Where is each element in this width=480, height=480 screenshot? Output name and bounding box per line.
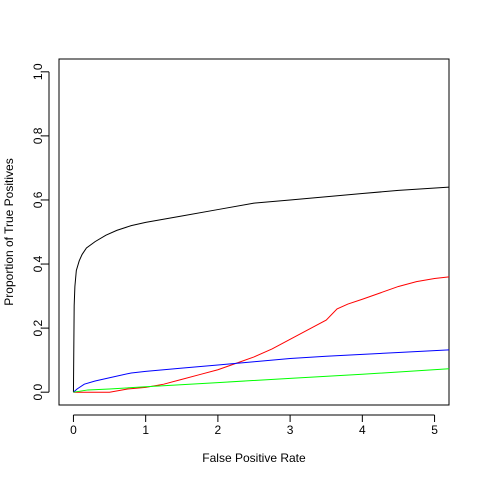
series-line-2 (73, 276, 450, 393)
x-tick-label: 2 (215, 423, 222, 437)
y-axis-label: Proportion of True Positives (2, 158, 16, 305)
y-tick-label: 0.6 (31, 191, 45, 208)
series-line-3 (73, 349, 450, 393)
x-tick-label: 1 (142, 423, 149, 437)
x-axis-label: False Positive Rate (202, 451, 306, 465)
x-tick-label: 4 (359, 423, 366, 437)
x-tick-label: 3 (287, 423, 294, 437)
y-tick-label: 0.2 (31, 319, 45, 336)
x-axis: 0 1 2 3 4 5 (70, 414, 438, 437)
y-tick-label: 0.4 (31, 255, 45, 272)
series-line-1 (72, 186, 450, 393)
y-tick-label: 0.8 (31, 127, 45, 144)
plot-area-frame (58, 58, 450, 406)
series-line-4 (73, 368, 450, 393)
y-tick-label: 1.0 (31, 63, 45, 80)
x-tick-label: 5 (431, 423, 438, 437)
y-axis: 0.0 0.2 0.4 0.6 0.8 1.0 (31, 63, 50, 401)
x-tick-label: 0 (70, 423, 77, 437)
series-group (72, 186, 450, 393)
y-tick-label: 0.0 (31, 384, 45, 401)
